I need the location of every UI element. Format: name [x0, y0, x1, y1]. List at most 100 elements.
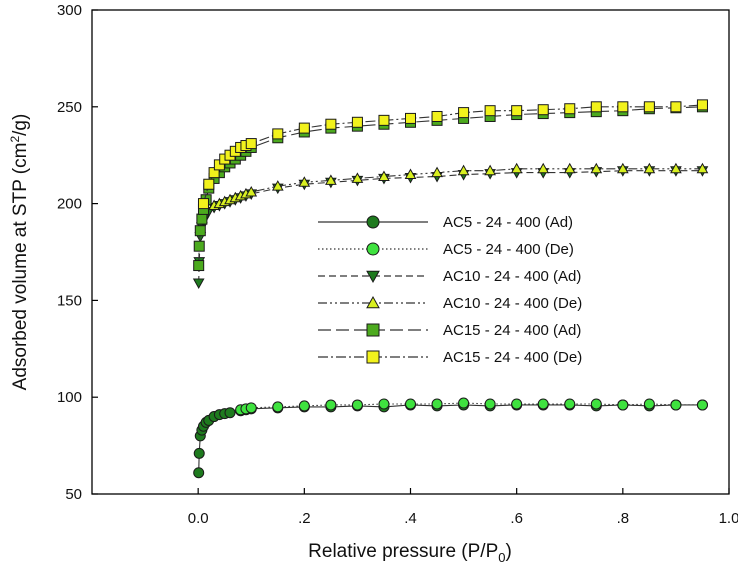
series-2-point [245, 402, 257, 414]
y-tick-label: 50 [65, 486, 82, 503]
series-1-point [193, 467, 205, 479]
series-6-point [351, 116, 363, 128]
series-4-point [696, 162, 709, 174]
series-5-point [193, 240, 205, 252]
legend-marker [366, 242, 380, 256]
series-6-point [245, 138, 257, 150]
legend: AC5 - 24 - 400 (Ad) AC5 - 24 - 400 (De) AC… [318, 214, 582, 366]
x-tick-label: 0.0 [188, 510, 209, 527]
y-tick-label: 200 [57, 196, 82, 213]
series-4-point [590, 162, 603, 174]
series-4-point [378, 170, 390, 181]
series-4-point [431, 166, 443, 178]
series-2-point [378, 398, 390, 410]
legend-marker [366, 295, 380, 309]
series-6-point [431, 110, 443, 122]
y-axis-title: Adsorbed volume at STP (cm2/g) [8, 114, 31, 391]
series-2-point [670, 399, 682, 411]
series-6-point [484, 105, 496, 117]
legend-item: AC10 - 24 - 400 (Ad) [318, 268, 581, 285]
series-2-point [564, 398, 576, 410]
series-4-point [404, 168, 417, 180]
legend-marker [366, 270, 380, 284]
series-2-point [537, 398, 549, 410]
series-2-point [351, 399, 363, 411]
series-4 [208, 162, 709, 211]
series-2-point [643, 398, 655, 410]
series-6-point [670, 101, 682, 113]
x-tick-label: .2 [298, 510, 311, 527]
series-6-point [617, 101, 629, 113]
series-6-point [378, 114, 390, 126]
series-1-point [224, 407, 236, 419]
series-6-point [405, 112, 416, 124]
series-4-point [616, 162, 629, 174]
series-6-point [511, 105, 523, 117]
series-4-point [537, 162, 550, 174]
series-5-point [193, 260, 205, 272]
legend-item: AC5 - 24 - 400 (Ad) [318, 214, 573, 231]
x-tick-label: .4 [404, 510, 417, 527]
legend-label: AC5 - 24 - 400 (Ad) [443, 214, 573, 231]
y-tick-label: 100 [57, 389, 82, 406]
series-2-point [590, 398, 602, 410]
series-4-point [484, 164, 496, 176]
series-4-point [351, 172, 364, 183]
y-axis-ticks: 50 100 150 200 250 300 [57, 2, 98, 503]
series-6-point [272, 128, 284, 140]
series-6 [197, 99, 708, 210]
legend-item: AC10 - 24 - 400 (De) [318, 295, 582, 312]
series-4-point [563, 162, 576, 174]
series-5-point [196, 213, 208, 225]
series-2-point [696, 399, 708, 411]
series-2-point [617, 399, 629, 411]
series-6-point [197, 198, 209, 210]
series-2-point [484, 398, 496, 410]
series-4-point [245, 185, 258, 197]
series-6-point [537, 104, 549, 116]
y-tick-label: 150 [57, 292, 82, 309]
legend-label: AC10 - 24 - 400 (Ad) [443, 268, 581, 285]
series-1-point [193, 447, 205, 459]
legend-marker [366, 215, 380, 229]
legend-marker [366, 350, 380, 364]
series-2-point [325, 399, 337, 411]
legend-label: AC15 - 24 - 400 (De) [443, 349, 582, 366]
series-2-point [405, 398, 416, 410]
series-4-point [271, 180, 284, 191]
series-6-point [696, 99, 708, 111]
series-2-point [272, 401, 284, 413]
series-2-point [511, 398, 523, 410]
series-6-point [590, 101, 602, 113]
legend-item: AC15 - 24 - 400 (De) [318, 349, 582, 366]
series-4-point [643, 162, 656, 174]
series-6-point [643, 101, 655, 113]
legend-label: AC15 - 24 - 400 (Ad) [443, 322, 581, 339]
series-6-point [298, 122, 310, 134]
series-2-point [431, 398, 443, 410]
x-axis-title: Relative pressure (P/P0) [308, 541, 512, 565]
y-tick-label: 250 [57, 99, 82, 116]
series-4-point [510, 162, 523, 174]
x-axis-ticks: 0.0 .2 .4 .6 .8 1.0 [188, 488, 738, 527]
series-5-point [194, 225, 206, 237]
x-tick-label: .8 [617, 510, 630, 527]
series-6-point [325, 118, 337, 130]
series-4-point [670, 162, 682, 174]
series-4-point [325, 174, 337, 185]
series-2-point [458, 397, 470, 409]
series-6-point [564, 103, 576, 115]
series-layer [192, 99, 709, 479]
x-tick-label: 1.0 [719, 510, 738, 527]
legend-label: AC5 - 24 - 400 (De) [443, 241, 574, 258]
series-3-point [192, 278, 205, 290]
legend-item: AC5 - 24 - 400 (De) [318, 241, 574, 258]
x-tick-label: .6 [510, 510, 523, 527]
series-4-point [457, 164, 470, 176]
legend-marker [366, 323, 380, 337]
series-6-point [203, 178, 215, 190]
legend-label: AC10 - 24 - 400 (De) [443, 295, 582, 312]
series-2-point [298, 400, 310, 412]
